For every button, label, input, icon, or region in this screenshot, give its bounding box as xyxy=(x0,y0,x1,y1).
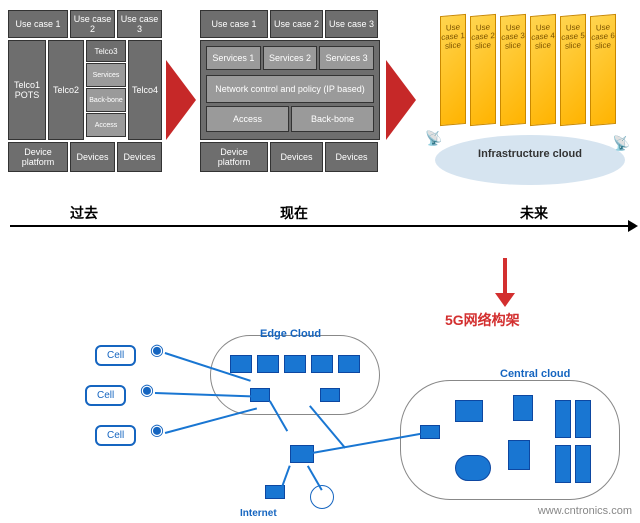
network-slice: Use case 6 slice xyxy=(590,14,616,126)
server-icon xyxy=(455,455,491,481)
timeline-present-label: 现在 xyxy=(280,203,308,223)
device-box: Device platform xyxy=(200,142,268,172)
telco3-sub: Services xyxy=(86,63,126,87)
internet-label: Internet xyxy=(240,508,277,519)
evolution-arrow xyxy=(386,60,416,140)
service-box: Services 3 xyxy=(319,46,374,70)
telco3-sub: Back-bone xyxy=(86,88,126,112)
cell-node: Cell xyxy=(95,425,136,446)
usecase-box: Use case 3 xyxy=(117,10,162,38)
stage-past: Use case 1 Use case 2 Use case 3 Telco1 … xyxy=(8,10,163,174)
server-rack xyxy=(555,400,571,438)
edge-server xyxy=(257,355,279,373)
infra-cloud-label: Infrastructure cloud xyxy=(430,148,630,160)
network-slice: Use case 1 slice xyxy=(440,14,466,126)
timeline-past-label: 过去 xyxy=(70,203,98,223)
switch-icon xyxy=(320,388,340,402)
network-slice: Use case 3 slice xyxy=(500,14,526,126)
usecase-box: Use case 3 xyxy=(325,10,378,38)
backbone-box: Back-bone xyxy=(291,106,374,132)
cell-node: Cell xyxy=(85,385,126,406)
server-rack xyxy=(555,445,571,483)
usecase-box: Use case 1 xyxy=(200,10,268,38)
core-switch xyxy=(290,445,314,463)
usecase-box: Use case 1 xyxy=(8,10,68,38)
device-box: Devices xyxy=(70,142,115,172)
telco-box: Telco1 POTS xyxy=(8,40,46,140)
stage-present: Use case 1 Use case 2 Use case 3 Service… xyxy=(200,10,380,174)
service-box: Services 2 xyxy=(263,46,318,70)
edge-server xyxy=(284,355,306,373)
server-rack xyxy=(575,400,591,438)
network-slice: Use case 2 slice xyxy=(470,14,496,126)
network-control-box: Network control and policy (IP based) xyxy=(206,75,374,103)
telco3-box: Telco3 xyxy=(86,40,126,62)
timeline-future-label: 未来 xyxy=(520,203,548,223)
edge-server xyxy=(338,355,360,373)
device-box: Devices xyxy=(270,142,323,172)
edge-server xyxy=(311,355,333,373)
db-icon xyxy=(513,395,533,421)
usecase-box: Use case 2 xyxy=(70,10,115,38)
server-rack xyxy=(508,440,530,470)
device-box: Devices xyxy=(325,142,378,172)
usecase-box: Use case 2 xyxy=(270,10,323,38)
evolution-arrow xyxy=(166,60,196,140)
evolution-diagram: Use case 1 Use case 2 Use case 3 Telco1 … xyxy=(0,0,640,260)
5g-architecture: Cell Cell Cell ◉ ◉ ◉ Edge Cloud Central … xyxy=(0,260,640,523)
telco-box: Telco4 xyxy=(128,40,162,140)
telco3-sub: Access xyxy=(86,113,126,137)
access-box: Access xyxy=(206,106,289,132)
service-box: Services 1 xyxy=(206,46,261,70)
edge-server xyxy=(230,355,252,373)
central-cloud-label: Central cloud xyxy=(500,368,570,380)
network-slice: Use case 4 slice xyxy=(530,14,556,126)
switch-icon xyxy=(420,425,440,439)
server-rack xyxy=(575,445,591,483)
device-box: Devices xyxy=(117,142,162,172)
watermark: www.cntronics.com xyxy=(538,505,632,517)
device-box: Device platform xyxy=(8,142,68,172)
timeline: 过去 现在 未来 xyxy=(10,225,630,227)
network-slice: Use case 5 slice xyxy=(560,14,586,126)
server-icon xyxy=(455,400,483,422)
edge-cloud-label: Edge Cloud xyxy=(260,328,321,340)
telco-box: Telco2 xyxy=(48,40,84,140)
cell-node: Cell xyxy=(95,345,136,366)
